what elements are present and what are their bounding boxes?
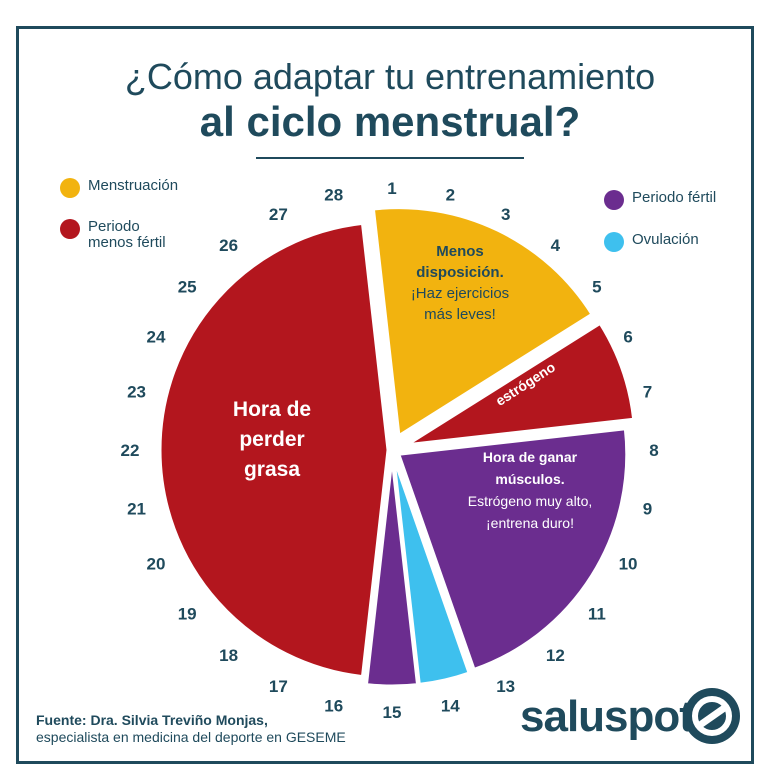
day-label-21: 21 [127, 499, 146, 518]
day-label-20: 20 [146, 555, 165, 574]
slice-text-line: Hora de [233, 398, 311, 421]
legend-label: Ovulación [632, 231, 699, 248]
pie-slice-days-8-13 [396, 427, 629, 672]
day-label-24: 24 [146, 327, 165, 346]
pie-slice-days-1-5 [371, 206, 595, 439]
legend-swatch-less-fertile [60, 219, 80, 239]
day-label-7: 7 [643, 383, 652, 402]
legend-label: Menstruación [88, 177, 179, 194]
day-label-12: 12 [546, 646, 565, 665]
legend-item-menstruation: Menstruación [60, 178, 178, 198]
legend-item-less-fertile: Periodo menos fértil [60, 219, 166, 251]
source-affiliation: especialista en medicina del deporte en … [36, 729, 346, 745]
day-label-19: 19 [178, 604, 197, 623]
title-line-1: ¿Cómo adaptar tu entrenamiento [124, 56, 656, 97]
slice-text-line: Hora de ganar [483, 449, 578, 465]
day-label-26: 26 [219, 236, 238, 255]
source-label: Fuente: [36, 712, 87, 728]
day-label-14: 14 [441, 696, 460, 715]
day-label-10: 10 [619, 555, 638, 574]
day-label-27: 27 [269, 205, 288, 224]
slice-text-line: perder [239, 428, 304, 451]
day-label-16: 16 [324, 696, 343, 715]
day-label-2: 2 [446, 186, 455, 205]
day-label-6: 6 [623, 327, 632, 346]
legend-swatch-fertile [604, 190, 624, 210]
source-note: Fuente: Dra. Silvia Treviño Monjas, espe… [36, 712, 346, 746]
legend-item-ovulation: Ovulación [604, 232, 699, 252]
legend-label: Periodo fértil [632, 189, 717, 206]
saluspot-logo-icon [684, 688, 740, 744]
day-label-18: 18 [219, 646, 238, 665]
day-label-25: 25 [178, 278, 197, 297]
day-label-15: 15 [383, 703, 402, 722]
slice-text-line: más leves! [424, 306, 496, 323]
brand-name: saluspot [520, 692, 694, 741]
infographic-frame [16, 26, 754, 764]
pie-slice-days-14-14 [392, 457, 471, 687]
slice-text-line: ¡Haz ejercicios [411, 285, 509, 302]
day-label-11: 11 [588, 604, 606, 623]
day-label-22: 22 [121, 441, 140, 460]
day-label-13: 13 [496, 677, 515, 696]
slice-text-line: ¡entrena duro! [486, 515, 574, 531]
day-label-1: 1 [387, 179, 396, 198]
slice-annotation: Hora de perder grasa [233, 398, 311, 481]
day-label-28: 28 [324, 186, 343, 205]
day-label-17: 17 [269, 677, 288, 696]
slice-text-line: grasa [244, 458, 300, 481]
day-label-9: 9 [643, 499, 652, 518]
slice-text-line: Menos [436, 243, 484, 260]
legend-label: Periodo menos fértil [88, 218, 166, 251]
source-author: Dra. Silvia Treviño Monjas, [90, 712, 268, 728]
slice-annotation: Menos disposición. ¡Haz ejercicios más leve… [411, 243, 509, 323]
day-label-23: 23 [127, 383, 146, 402]
legend-swatch-menstruation [60, 178, 80, 198]
legend-swatch-ovulation [604, 232, 624, 252]
title-divider [256, 157, 524, 159]
pie-slice-days-15-15 [364, 457, 420, 688]
pie-slice-days-6-7 [406, 321, 636, 447]
slice-annotation: Hora de ganar músculos. Estrógeno muy alto… [468, 449, 593, 531]
title-line-2: al ciclo menstrual? [199, 98, 581, 145]
day-label-8: 8 [649, 441, 658, 460]
slice-text-line: músculos. [495, 471, 564, 487]
slice-text-line: disposición. [416, 264, 504, 281]
legend-item-fertile: Periodo fértil [604, 190, 716, 210]
day-label-3: 3 [501, 205, 510, 224]
slice-text-line: Estrógeno muy alto, [468, 493, 593, 509]
pie-slice-days-16-28 [158, 221, 390, 679]
day-label-4: 4 [551, 236, 561, 255]
day-label-5: 5 [592, 278, 601, 297]
